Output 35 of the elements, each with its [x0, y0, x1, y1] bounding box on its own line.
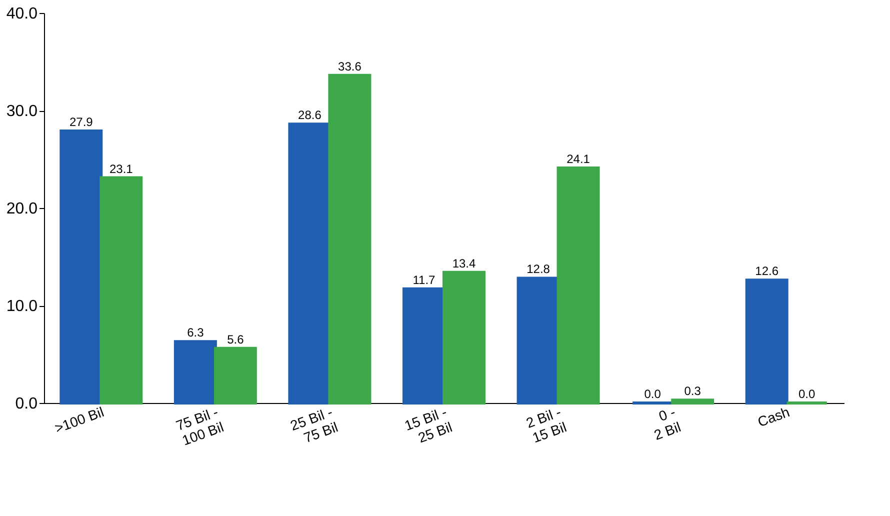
x-tick-label: 0 - 2 Bil — [652, 404, 683, 444]
bar — [214, 346, 257, 404]
y-tick-label: 20.0 — [6, 200, 38, 218]
x-tick-label: 25 Bil - 75 Bil — [288, 404, 340, 446]
bar — [174, 340, 217, 404]
data-label: 12.6 — [755, 264, 779, 278]
y-tick-label: 0.0 — [15, 396, 38, 412]
bar — [556, 166, 600, 404]
data-label: 33.6 — [338, 59, 362, 74]
x-tick-label: 75 Bil - 100 Bil — [174, 404, 226, 448]
x-tick-label: 15 Bil - 25 Bil — [402, 404, 454, 446]
bar — [671, 398, 714, 404]
data-label: 0.0 — [798, 387, 816, 401]
data-label: 6.3 — [187, 326, 204, 340]
data-label: 13.4 — [452, 256, 476, 270]
data-label: 11.7 — [412, 272, 436, 287]
bar — [328, 74, 372, 404]
y-tick-label: 10.0 — [6, 298, 38, 315]
y-tick-label: 30.0 — [6, 103, 38, 120]
data-label: 23.1 — [109, 162, 134, 176]
data-label: 28.6 — [298, 108, 322, 122]
bar — [100, 176, 143, 404]
x-tick-label: 2 Bil - 15 Bil — [524, 404, 569, 446]
data-label: 0.0 — [644, 387, 662, 401]
bar — [745, 278, 788, 404]
bar — [60, 129, 103, 404]
data-label: 27.9 — [69, 114, 94, 129]
data-label: 12.8 — [526, 262, 550, 276]
data-label: 24.1 — [566, 152, 590, 166]
data-label: 5.6 — [227, 332, 244, 346]
bar — [442, 270, 486, 404]
x-tick-label: Cash — [755, 404, 792, 430]
data-label: 0.3 — [684, 384, 702, 398]
y-tick-label: 40.0 — [6, 6, 38, 22]
x-tick-label: >100 Bil — [52, 404, 106, 436]
